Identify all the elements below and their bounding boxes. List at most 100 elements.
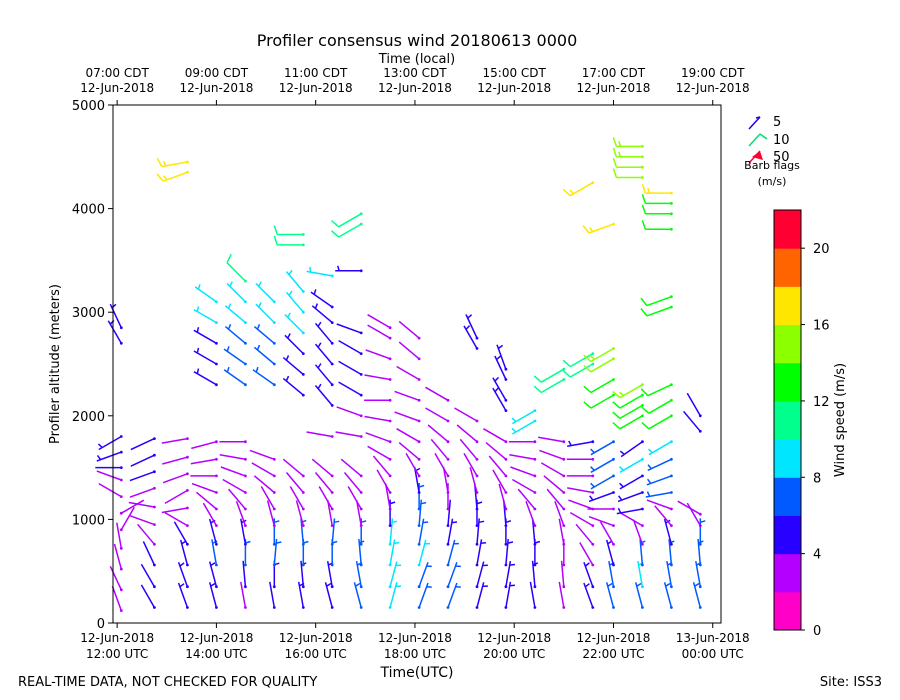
barb-half-feather: [226, 346, 230, 352]
barb-base-dot: [388, 440, 392, 444]
barb-shaft: [418, 562, 429, 587]
wind-barb: [95, 466, 123, 469]
wind-barb: [454, 407, 479, 423]
wind-barb: [583, 378, 615, 394]
barb-base-dot: [641, 524, 644, 527]
barb-base-dot: [330, 524, 334, 527]
colorbar-segment: [774, 362, 801, 402]
wind-barb: [289, 486, 305, 511]
wind-barb: [111, 585, 123, 612]
barb-shaft: [340, 458, 362, 477]
barb-shaft: [683, 410, 701, 432]
wind-barb: [539, 449, 566, 461]
wind-barb: [666, 560, 673, 589]
barb-base-dot: [301, 233, 305, 236]
barb-shaft: [130, 454, 155, 467]
wind-barb: [434, 453, 450, 478]
barb-base-dot: [359, 491, 363, 494]
barb-shaft: [129, 487, 155, 498]
barb-shaft: [538, 436, 564, 443]
wind-barb: [335, 265, 363, 273]
wind-barb: [605, 582, 615, 609]
barb-shaft: [442, 466, 449, 493]
wind-barb: [612, 414, 644, 430]
barb-shaft: [235, 500, 247, 526]
barb-base-dot: [698, 512, 702, 516]
wind-barb: [562, 352, 595, 368]
barb-half-feather: [245, 540, 251, 544]
barb-shaft: [113, 543, 123, 570]
barb-shaft: [338, 339, 362, 355]
barb-base-dot: [244, 440, 247, 444]
barb-shaft: [619, 404, 643, 420]
barb-full-feather: [612, 411, 621, 419]
wind-barb: [475, 518, 485, 546]
wind-barb: [249, 449, 276, 461]
barb-shaft: [222, 478, 246, 494]
wind-barb: [538, 436, 566, 444]
barb-half-feather: [647, 464, 652, 470]
wind-barb: [632, 519, 644, 546]
barb-shaft: [646, 306, 672, 317]
y-tick-label: 5000: [72, 99, 105, 114]
barb-base-dot: [388, 491, 392, 494]
barb-shaft: [648, 399, 672, 414]
barb-shaft: [617, 491, 643, 503]
barb-shaft: [558, 581, 565, 608]
barb-shaft: [546, 488, 565, 510]
barb-shaft: [364, 374, 391, 381]
barb-base-dot: [153, 437, 156, 440]
barb-shaft: [314, 364, 333, 386]
barb-base-dot: [215, 341, 218, 345]
wind-barb: [562, 181, 595, 197]
barb-half-feather: [509, 563, 515, 566]
barb-shaft: [372, 455, 391, 477]
barb-base-dot: [417, 491, 421, 494]
wind-barb: [583, 562, 595, 589]
colorbar-segment: [774, 439, 801, 478]
wind-barb: [367, 314, 392, 330]
barb-shaft: [590, 378, 614, 394]
top-tick-label-time: 17:00 CDT: [582, 66, 646, 80]
wind-barb: [612, 383, 644, 399]
barb-base-dot: [301, 585, 305, 589]
top-tick-label-time: 09:00 CDT: [185, 66, 249, 80]
barb-shaft: [677, 500, 701, 515]
wind-barb: [331, 212, 363, 228]
barb-shaft: [505, 560, 512, 587]
barb-shaft: [654, 505, 672, 527]
barb-base-dot: [641, 457, 644, 461]
barb-half-feather: [97, 443, 103, 449]
wind-barb: [677, 500, 702, 516]
barb-full-feather: [612, 421, 621, 430]
barb-base-dot: [301, 373, 305, 376]
wind-barb: [698, 518, 706, 546]
barb-half-feather: [317, 321, 322, 327]
barb-shaft: [208, 518, 218, 545]
barb-shaft: [191, 440, 217, 450]
wind-barb: [417, 483, 425, 511]
barb-base-dot: [417, 563, 421, 567]
barb-base-dot: [475, 336, 479, 340]
wind-barb: [446, 582, 461, 609]
barb-shaft: [311, 458, 333, 477]
wind-barb: [173, 521, 189, 546]
wind-barb: [396, 428, 421, 444]
barb-shaft: [512, 409, 536, 425]
wind-barb: [177, 582, 189, 609]
wind-barb: [647, 457, 673, 471]
barb-shaft: [505, 581, 512, 608]
barb-half-feather: [391, 520, 398, 524]
barb-base-dot: [330, 542, 334, 546]
barb-base-dot: [244, 362, 247, 366]
wind-barb: [223, 346, 247, 366]
barb-full-feather: [612, 157, 618, 168]
wind-barb: [130, 437, 156, 451]
barb-base-dot: [641, 404, 644, 407]
barb-base-dot: [186, 563, 189, 567]
wind-barb: [492, 469, 508, 494]
barb-full-feather: [582, 225, 590, 234]
wind-barb: [98, 482, 123, 498]
barb-base-dot: [388, 419, 392, 423]
barb-base-dot: [215, 362, 218, 366]
